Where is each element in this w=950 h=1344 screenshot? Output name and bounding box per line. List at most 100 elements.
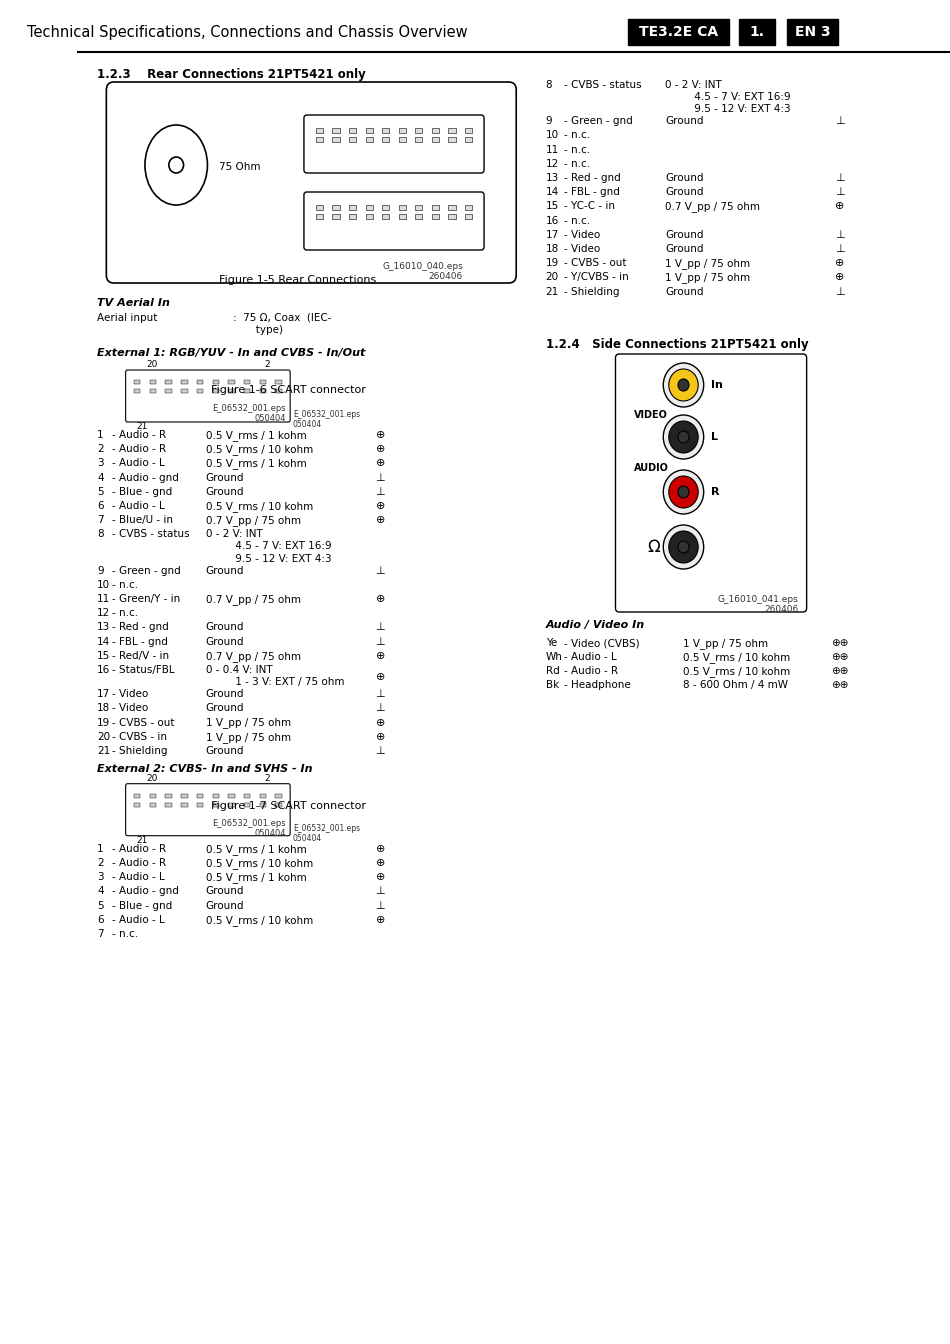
FancyBboxPatch shape (181, 388, 187, 392)
Text: 21: 21 (137, 422, 148, 431)
Text: 12: 12 (97, 609, 110, 618)
Text: 21: 21 (137, 836, 148, 844)
Text: ⊥: ⊥ (835, 187, 845, 198)
FancyBboxPatch shape (228, 802, 235, 806)
Text: - Video (CVBS): - Video (CVBS) (564, 638, 639, 648)
Text: ⊕: ⊕ (375, 718, 385, 727)
Text: Ground: Ground (205, 622, 244, 633)
FancyBboxPatch shape (431, 128, 439, 133)
Text: ⊥: ⊥ (375, 473, 385, 482)
Text: Ground: Ground (665, 187, 704, 198)
Text: 10: 10 (97, 579, 110, 590)
FancyBboxPatch shape (276, 380, 282, 384)
FancyBboxPatch shape (739, 19, 775, 44)
Text: - Audio - R: - Audio - R (112, 844, 166, 853)
FancyBboxPatch shape (213, 380, 219, 384)
Text: 11: 11 (545, 145, 559, 155)
Text: E_06532_001.eps
050404: E_06532_001.eps 050404 (293, 824, 360, 843)
FancyBboxPatch shape (165, 380, 172, 384)
Text: - Audio - gnd: - Audio - gnd (112, 886, 179, 896)
Text: 4.5 - 7 V: EXT 16:9: 4.5 - 7 V: EXT 16:9 (205, 542, 332, 551)
Text: - Audio - gnd: - Audio - gnd (112, 473, 179, 482)
Text: 0.7 V_pp / 75 ohm: 0.7 V_pp / 75 ohm (665, 202, 760, 212)
Text: 16: 16 (545, 215, 559, 226)
Text: Wh: Wh (545, 652, 562, 663)
Circle shape (169, 157, 183, 173)
Text: 3: 3 (97, 458, 104, 469)
Text: ⊕: ⊕ (375, 430, 385, 439)
Text: Aerial input: Aerial input (97, 313, 158, 323)
Text: 20: 20 (97, 731, 110, 742)
FancyBboxPatch shape (134, 794, 141, 798)
Text: 6: 6 (97, 501, 104, 511)
Text: Ground: Ground (205, 637, 244, 646)
FancyBboxPatch shape (382, 128, 390, 133)
Text: - Video: - Video (564, 230, 600, 239)
Circle shape (678, 487, 689, 499)
FancyBboxPatch shape (465, 206, 472, 210)
Text: - Red/V - in: - Red/V - in (112, 650, 169, 661)
FancyBboxPatch shape (197, 380, 203, 384)
FancyBboxPatch shape (228, 794, 235, 798)
Text: 15: 15 (97, 650, 110, 661)
Text: - CVBS - out: - CVBS - out (112, 718, 175, 727)
Text: - Blue/U - in: - Blue/U - in (112, 515, 173, 526)
Text: - Status/FBL: - Status/FBL (112, 665, 175, 675)
Text: ⊕: ⊕ (375, 857, 385, 868)
Text: - Audio - R: - Audio - R (112, 445, 166, 454)
FancyBboxPatch shape (244, 388, 251, 392)
Text: L: L (711, 431, 718, 442)
Text: Ground: Ground (205, 689, 244, 699)
Text: - Headphone: - Headphone (564, 680, 631, 689)
FancyBboxPatch shape (415, 128, 423, 133)
FancyBboxPatch shape (382, 214, 390, 219)
FancyBboxPatch shape (415, 137, 423, 142)
Text: - YC-C - in: - YC-C - in (564, 202, 615, 211)
Text: 17: 17 (97, 689, 110, 699)
Text: 0.5 V_rms / 1 kohm: 0.5 V_rms / 1 kohm (205, 458, 306, 469)
Text: 9.5 - 12 V: EXT 4:3: 9.5 - 12 V: EXT 4:3 (205, 554, 332, 563)
FancyBboxPatch shape (304, 116, 484, 173)
Circle shape (678, 379, 689, 391)
Text: - n.c.: - n.c. (112, 929, 138, 939)
Text: E_06532_001.eps
050404: E_06532_001.eps 050404 (212, 405, 286, 423)
FancyBboxPatch shape (399, 128, 406, 133)
Text: AUDIO: AUDIO (634, 462, 669, 473)
Text: Ground: Ground (665, 173, 704, 183)
Text: ⊕: ⊕ (375, 844, 385, 853)
FancyBboxPatch shape (399, 214, 406, 219)
FancyBboxPatch shape (399, 206, 406, 210)
Text: :  75 Ω, Coax  (IEC-
       type): : 75 Ω, Coax (IEC- type) (233, 313, 332, 335)
Circle shape (663, 470, 704, 513)
Text: - FBL - gnd: - FBL - gnd (112, 637, 168, 646)
Text: 6: 6 (97, 915, 104, 925)
Text: 0.7 V_pp / 75 ohm: 0.7 V_pp / 75 ohm (205, 650, 300, 661)
FancyBboxPatch shape (448, 128, 456, 133)
Text: - Y/CVBS - in: - Y/CVBS - in (564, 273, 629, 282)
Text: Audio / Video In: Audio / Video In (545, 620, 645, 630)
FancyBboxPatch shape (382, 206, 390, 210)
Text: - n.c.: - n.c. (564, 130, 590, 140)
Circle shape (678, 431, 689, 444)
Text: ⊕: ⊕ (375, 501, 385, 511)
Text: EN 3: EN 3 (795, 26, 830, 39)
Text: 9: 9 (97, 566, 104, 575)
FancyBboxPatch shape (197, 802, 203, 806)
Text: External 1: RGB/YUV - In and CVBS - In/Out: External 1: RGB/YUV - In and CVBS - In/O… (97, 348, 366, 358)
Text: ⊕⊕: ⊕⊕ (831, 680, 848, 689)
FancyBboxPatch shape (181, 380, 187, 384)
Text: ⊕: ⊕ (835, 202, 845, 211)
Text: ⊥: ⊥ (375, 900, 385, 910)
FancyBboxPatch shape (276, 802, 282, 806)
Text: 0.5 V_rms / 10 kohm: 0.5 V_rms / 10 kohm (205, 915, 313, 926)
Text: E_06532_001.eps
050404: E_06532_001.eps 050404 (212, 818, 286, 839)
FancyBboxPatch shape (349, 137, 356, 142)
Text: 20: 20 (146, 774, 158, 782)
Text: 1 - 3 V: EXT / 75 ohm: 1 - 3 V: EXT / 75 ohm (205, 677, 344, 687)
Text: - n.c.: - n.c. (564, 145, 590, 155)
FancyBboxPatch shape (165, 802, 172, 806)
FancyBboxPatch shape (181, 802, 187, 806)
FancyBboxPatch shape (332, 214, 340, 219)
FancyBboxPatch shape (259, 794, 266, 798)
FancyBboxPatch shape (228, 388, 235, 392)
